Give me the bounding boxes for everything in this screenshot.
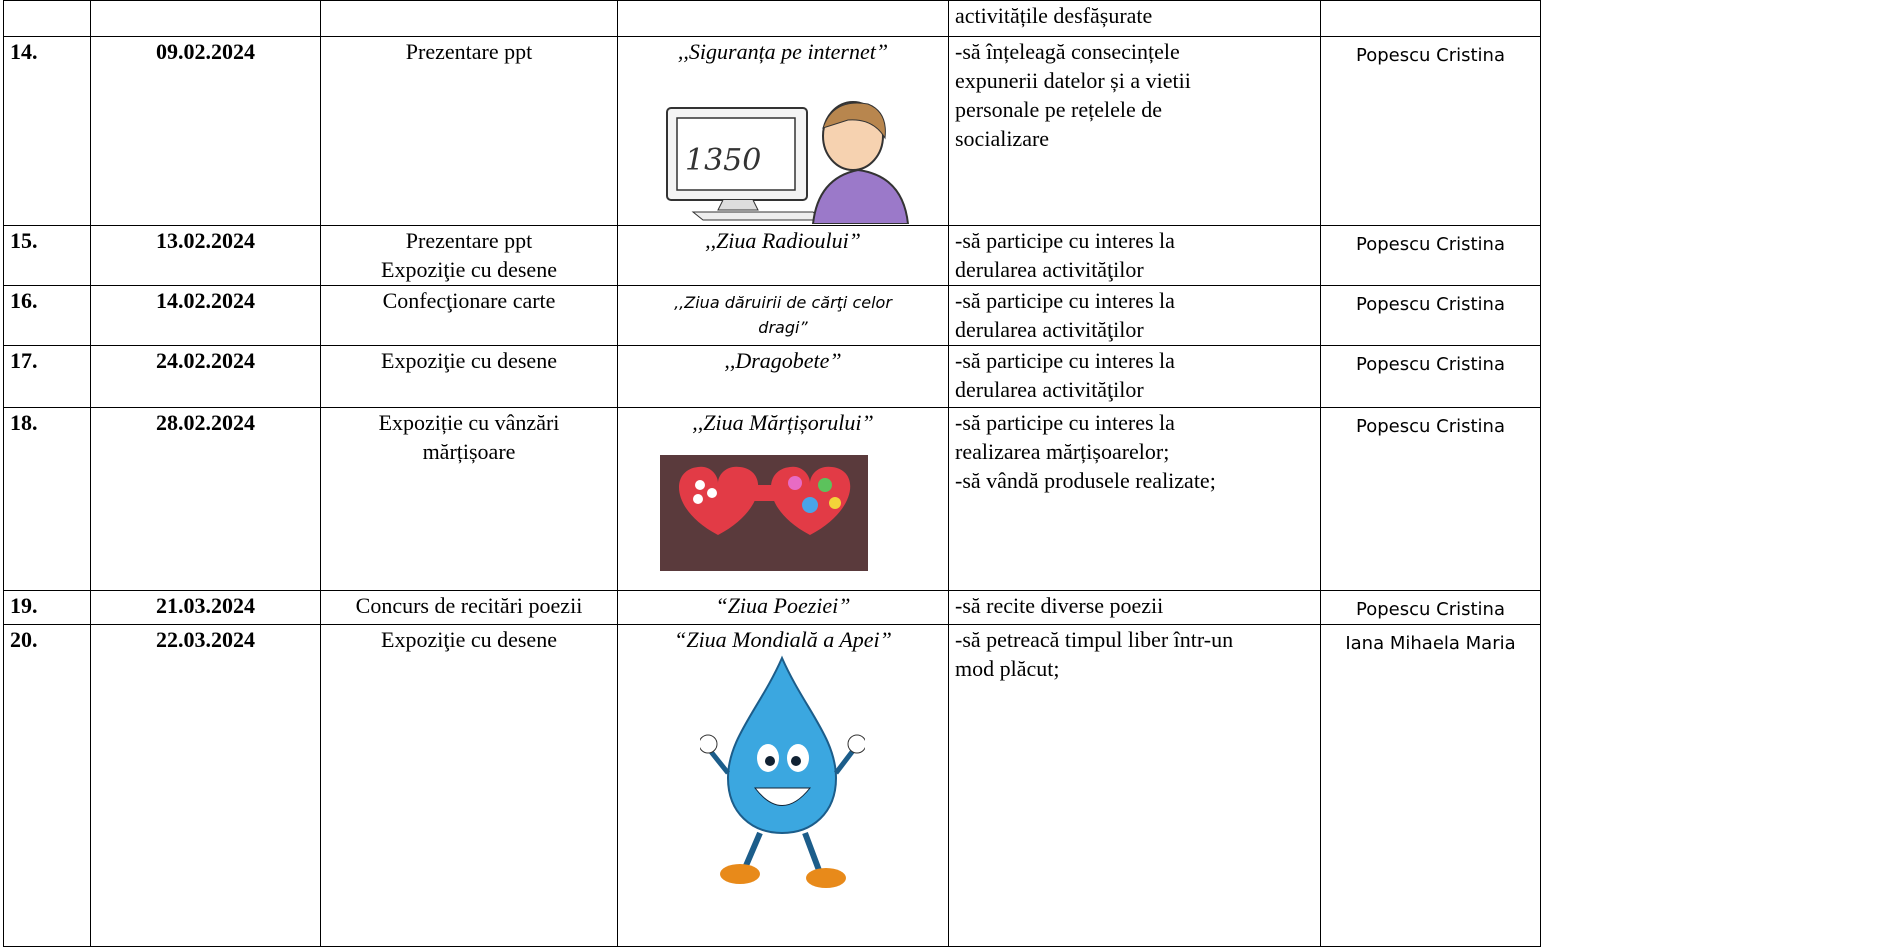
date-cell: 13.02.2024	[90, 225, 321, 286]
number-cell: 18.	[3, 407, 91, 591]
martisor-photo	[660, 455, 868, 571]
activity-line: Concurs de recitări poezii	[355, 593, 583, 618]
theme-line: ,,Dragobete”	[724, 348, 842, 373]
table-row: 20. 22.03.2024 Expoziţie cu desene “Ziua Mo…	[3, 624, 1541, 947]
responsible-cell: Popescu Cristina	[1320, 407, 1541, 591]
objectives-line: derularea activităţilor	[955, 377, 1144, 402]
date-cell: 09.02.2024	[90, 36, 321, 226]
objectives-line: -să participe cu interes la	[955, 348, 1175, 373]
theme-cell: “Ziua Poeziei”	[617, 590, 949, 625]
responsible-cell: Popescu Cristina	[1320, 225, 1541, 286]
activity-line: Expoziţie cu desene	[381, 348, 557, 373]
activity-cell: Prezentare ppt	[320, 36, 618, 226]
table-row: activitățile desfășurate	[3, 0, 1541, 37]
theme-cell: ,,Dragobete”	[617, 345, 949, 408]
svg-text:1350: 1350	[685, 143, 761, 178]
number-cell	[3, 0, 91, 37]
activity-cell: Expoziţie cu desene	[320, 624, 618, 947]
date-cell: 21.03.2024	[90, 590, 321, 625]
number-cell: 15.	[3, 225, 91, 286]
objectives-line: -să participe cu interes la	[955, 410, 1175, 435]
theme-line: ,,Ziua Radioului”	[705, 228, 861, 253]
activity-line: Prezentare ppt	[405, 39, 533, 64]
number-cell: 16.	[3, 285, 91, 346]
objectives-line: -să participe cu interes la	[955, 228, 1175, 253]
responsible-cell: Iana Mihaela Maria	[1320, 624, 1541, 947]
date-cell: 14.02.2024	[90, 285, 321, 346]
activity-line: Expoziţie cu desene	[381, 627, 557, 652]
theme-cell	[617, 0, 949, 37]
number-cell: 20.	[3, 624, 91, 947]
number-cell: 19.	[3, 590, 91, 625]
theme-cell: ,,Ziua dăruirii de cărţi celor dragi”	[617, 285, 949, 346]
objectives-line: expunerii datelor și a vietii	[955, 68, 1191, 93]
theme-line: “Ziua Mondială a Apei”	[674, 627, 892, 652]
date-cell: 22.03.2024	[90, 624, 321, 947]
objectives-cell: activitățile desfășurate	[948, 0, 1321, 37]
theme-line: ,,Ziua dăruirii de cărţi celor	[674, 293, 892, 312]
objectives-cell: -să participe cu interes la derularea act…	[948, 345, 1321, 408]
theme-cell: ,,Ziua Radioului”	[617, 225, 949, 286]
objectives-line: -să înțeleagă consecințele	[955, 39, 1180, 64]
objectives-cell: -să recite diverse poezii	[948, 590, 1321, 625]
objectives-line: -să recite diverse poezii	[955, 593, 1164, 618]
table-row: 14. 09.02.2024 Prezentare ppt ,,Siguranța p…	[3, 36, 1541, 226]
objectives-line: realizarea mărțișoarelor;	[955, 439, 1170, 464]
activity-cell: Concurs de recitări poezii	[320, 590, 618, 625]
activity-cell	[320, 0, 618, 37]
table-row: 15. 13.02.2024 Prezentare ppt Expoziţie cu …	[3, 225, 1541, 286]
date-cell: 24.02.2024	[90, 345, 321, 408]
activity-line: Confecţionare carte	[382, 288, 556, 313]
table-row: 19. 21.03.2024 Concurs de recitări poezii “…	[3, 590, 1541, 625]
activity-cell: Expoziţie cu desene	[320, 345, 618, 408]
theme-line: ,,Ziua Mărțișorului”	[692, 410, 874, 435]
objectives-cell: -să petreacă timpul liber într-un mod plă…	[948, 624, 1321, 947]
objectives-line: -să vândă produsele realizate;	[955, 468, 1216, 493]
objectives-line: -să participe cu interes la	[955, 288, 1175, 313]
number-cell: 17.	[3, 345, 91, 408]
responsible-cell: Popescu Cristina	[1320, 285, 1541, 346]
objectives-cell: -să participe cu interes la derularea act…	[948, 285, 1321, 346]
objectives-cell: -să participe cu interes la realizarea mă…	[948, 407, 1321, 591]
activity-line: mărțișoare	[422, 439, 516, 464]
objectives-cell: -să participe cu interes la derularea act…	[948, 225, 1321, 286]
water-drop-illustration	[700, 655, 865, 888]
theme-line: ,,Siguranța pe internet”	[677, 39, 889, 64]
responsible-cell: Popescu Cristina	[1320, 590, 1541, 625]
activity-line: Expoziție cu vânzări	[378, 410, 560, 435]
responsible-cell: Popescu Cristina	[1320, 345, 1541, 408]
activity-cell: Expoziție cu vânzări mărțișoare	[320, 407, 618, 591]
objectives-line: mod plăcut;	[955, 656, 1060, 681]
activity-cell: Prezentare ppt Expoziţie cu desene	[320, 225, 618, 286]
activity-line: Prezentare ppt	[405, 228, 533, 253]
objectives-line: activitățile desfășurate	[955, 3, 1153, 28]
number-cell: 14.	[3, 36, 91, 226]
objectives-cell: -să înțeleagă consecințele expunerii date…	[948, 36, 1321, 226]
objectives-line: derularea activităţilor	[955, 257, 1144, 282]
objectives-line: socializare	[955, 126, 1050, 151]
activity-line: Expoziţie cu desene	[381, 257, 557, 282]
date-cell	[90, 0, 321, 37]
date-cell: 28.02.2024	[90, 407, 321, 591]
theme-line: “Ziua Poeziei”	[715, 593, 851, 618]
internet-illustration: 1350	[666, 101, 910, 224]
objectives-line: personale pe rețelele de	[955, 97, 1163, 122]
objectives-line: derularea activităţilor	[955, 317, 1144, 342]
responsible-cell: Popescu Cristina	[1320, 36, 1541, 226]
theme-line: dragi”	[758, 318, 808, 337]
responsible-cell	[1320, 0, 1541, 37]
table-row: 17. 24.02.2024 Expoziţie cu desene ,,Dragob…	[3, 345, 1541, 408]
table-row: 16. 14.02.2024 Confecţionare carte ,,Ziua d…	[3, 285, 1541, 346]
activity-cell: Confecţionare carte	[320, 285, 618, 346]
objectives-line: -să petreacă timpul liber într-un	[955, 627, 1234, 652]
